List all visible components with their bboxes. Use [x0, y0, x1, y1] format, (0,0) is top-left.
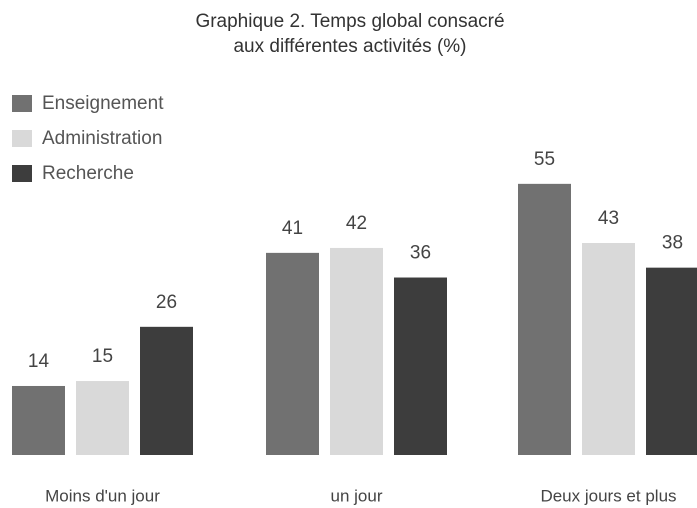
- value-label: 14: [28, 351, 50, 372]
- x-tick-label: Deux jours et plus: [540, 486, 676, 505]
- bar: [646, 267, 697, 455]
- legend-label: Enseignement: [42, 93, 164, 114]
- x-tick-label: Moins d'un jour: [45, 486, 160, 505]
- legend-swatch: [12, 130, 32, 147]
- value-label: 43: [598, 208, 619, 229]
- x-tick-label: un jour: [331, 486, 383, 505]
- value-label: 55: [534, 149, 555, 170]
- value-label: 41: [282, 218, 303, 239]
- bar: [266, 252, 319, 455]
- legend-swatch: [12, 95, 32, 112]
- value-label: 36: [410, 243, 431, 264]
- bar: [76, 381, 129, 455]
- bar: [518, 183, 571, 455]
- legend-label: Recherche: [42, 163, 134, 184]
- bar: [12, 385, 65, 455]
- value-label: 26: [156, 292, 177, 313]
- value-label: 42: [346, 213, 367, 234]
- chart-title: aux différentes activités (%): [233, 36, 466, 57]
- legend-swatch: [12, 165, 32, 182]
- value-label: 38: [662, 233, 683, 254]
- value-label: 15: [92, 346, 113, 367]
- bar: [582, 243, 635, 455]
- legend-label: Administration: [42, 128, 162, 149]
- bar: [394, 277, 447, 455]
- bar: [140, 326, 193, 455]
- chart-title: Graphique 2. Temps global consacré: [195, 11, 504, 32]
- bar: [330, 247, 383, 455]
